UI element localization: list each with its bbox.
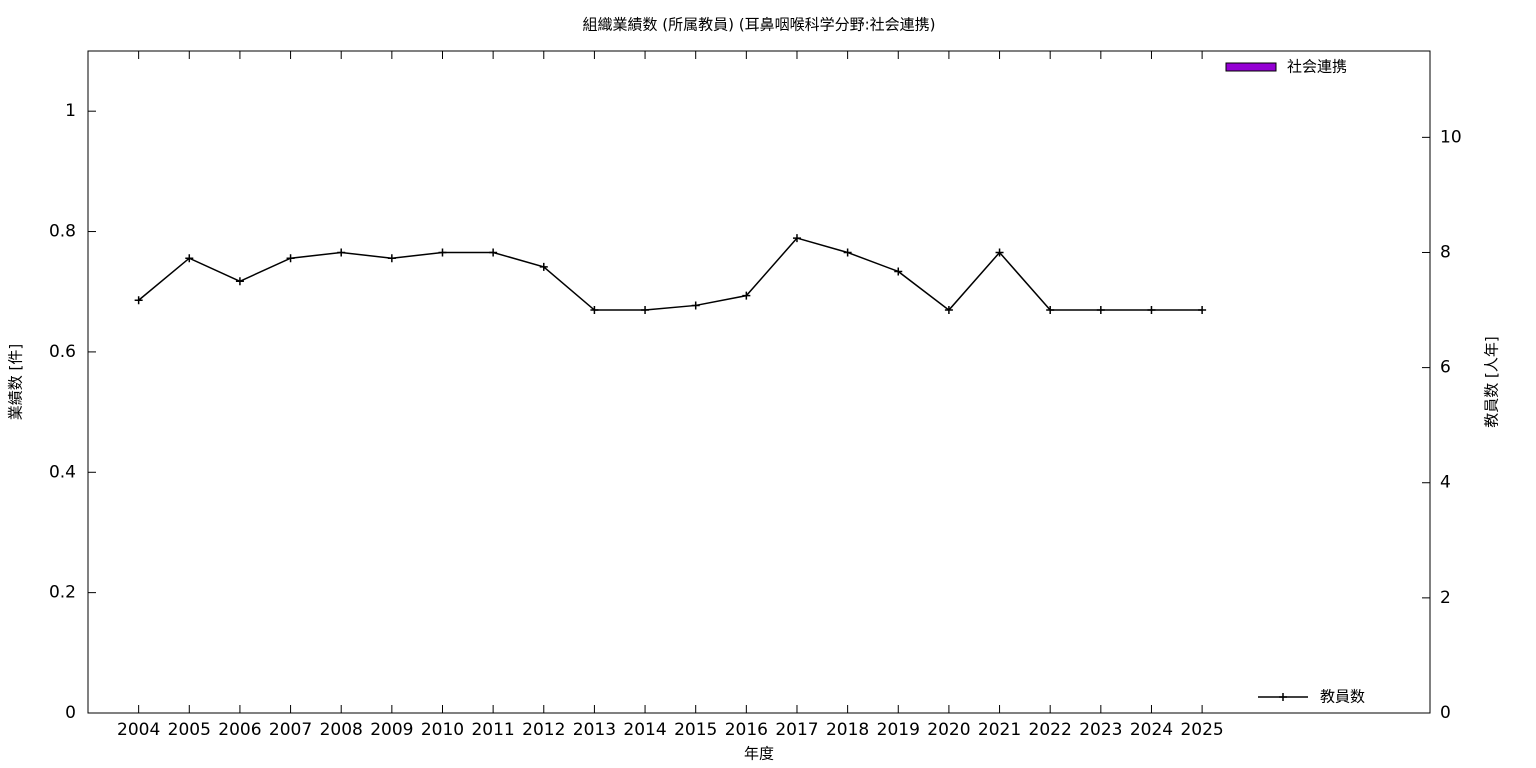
line (138, 237, 1203, 312)
point (1198, 306, 1207, 315)
x-tick-label: 2010 (421, 720, 464, 740)
legend-point (1279, 693, 1287, 701)
point (438, 248, 447, 257)
y2-tick-label: 4 (1440, 473, 1451, 493)
x-tick-label: 2019 (877, 720, 920, 740)
y-tick-label: 0 (65, 703, 76, 723)
x-tick-label: 2008 (320, 720, 363, 740)
x-tick-label: 2004 (117, 720, 160, 740)
chart-title: 組織業績数 (所属教員) (耳鼻咽喉科学分野:社会連携) (582, 16, 935, 34)
y2-tick-label: 10 (1440, 127, 1462, 147)
legend-swatch (1225, 62, 1277, 72)
x-tick-label: 2012 (522, 720, 565, 740)
x-tick-label: 2025 (1180, 720, 1223, 740)
x-tick-label: 2016 (725, 720, 768, 740)
legend-label: 教員数 (1320, 688, 1365, 706)
point (641, 306, 650, 315)
y-tick-label: 0.2 (49, 583, 76, 603)
x-tick-label: 2020 (927, 720, 970, 740)
point (742, 291, 751, 300)
x-tick-label: 2005 (168, 720, 211, 740)
x-tick-label: 2009 (370, 720, 413, 740)
y2-axis-label: 教員数 [人年] (1483, 336, 1501, 427)
point (286, 254, 295, 263)
point (590, 306, 599, 315)
legend-label: 社会連携 (1287, 58, 1347, 76)
point (792, 234, 801, 243)
point (1046, 306, 1055, 315)
point (489, 248, 498, 257)
point (134, 296, 143, 305)
x-tick-label: 2022 (1029, 720, 1072, 740)
point (944, 306, 953, 315)
x-tick-label: 2006 (218, 720, 261, 740)
x-tick-label: 2011 (471, 720, 514, 740)
y2-tick-label: 6 (1440, 358, 1451, 378)
y2-tick-label: 8 (1440, 242, 1451, 262)
x-tick-label: 2018 (826, 720, 869, 740)
point (539, 262, 548, 271)
x-tick-label: 2007 (269, 720, 312, 740)
x-tick-label: 2013 (573, 720, 616, 740)
y-tick-label: 0.6 (49, 342, 76, 362)
x-tick-label: 2024 (1130, 720, 1173, 740)
y-axis-label: 業績数 [件] (7, 344, 25, 420)
x-tick-label: 2015 (674, 720, 717, 740)
point (995, 248, 1004, 257)
point (1096, 306, 1105, 315)
y2-tick-label: 2 (1440, 588, 1451, 608)
x-axis-label: 年度 (744, 745, 774, 763)
y-tick-label: 1 (65, 101, 76, 121)
y-tick-label: 0.8 (49, 222, 76, 242)
point (691, 301, 700, 310)
point (235, 277, 244, 286)
x-tick-label: 2017 (775, 720, 818, 740)
point (337, 248, 346, 257)
x-tick-label: 2023 (1079, 720, 1122, 740)
point (894, 267, 903, 276)
point (1147, 306, 1156, 315)
x-tick-label: 2021 (978, 720, 1021, 740)
y2-tick-label: 0 (1440, 703, 1451, 723)
point (185, 254, 194, 263)
y-tick-label: 0.4 (49, 462, 76, 482)
x-tick-label: 2014 (623, 720, 666, 740)
point (843, 248, 852, 257)
plot-border (87, 50, 1431, 714)
point (387, 254, 396, 263)
